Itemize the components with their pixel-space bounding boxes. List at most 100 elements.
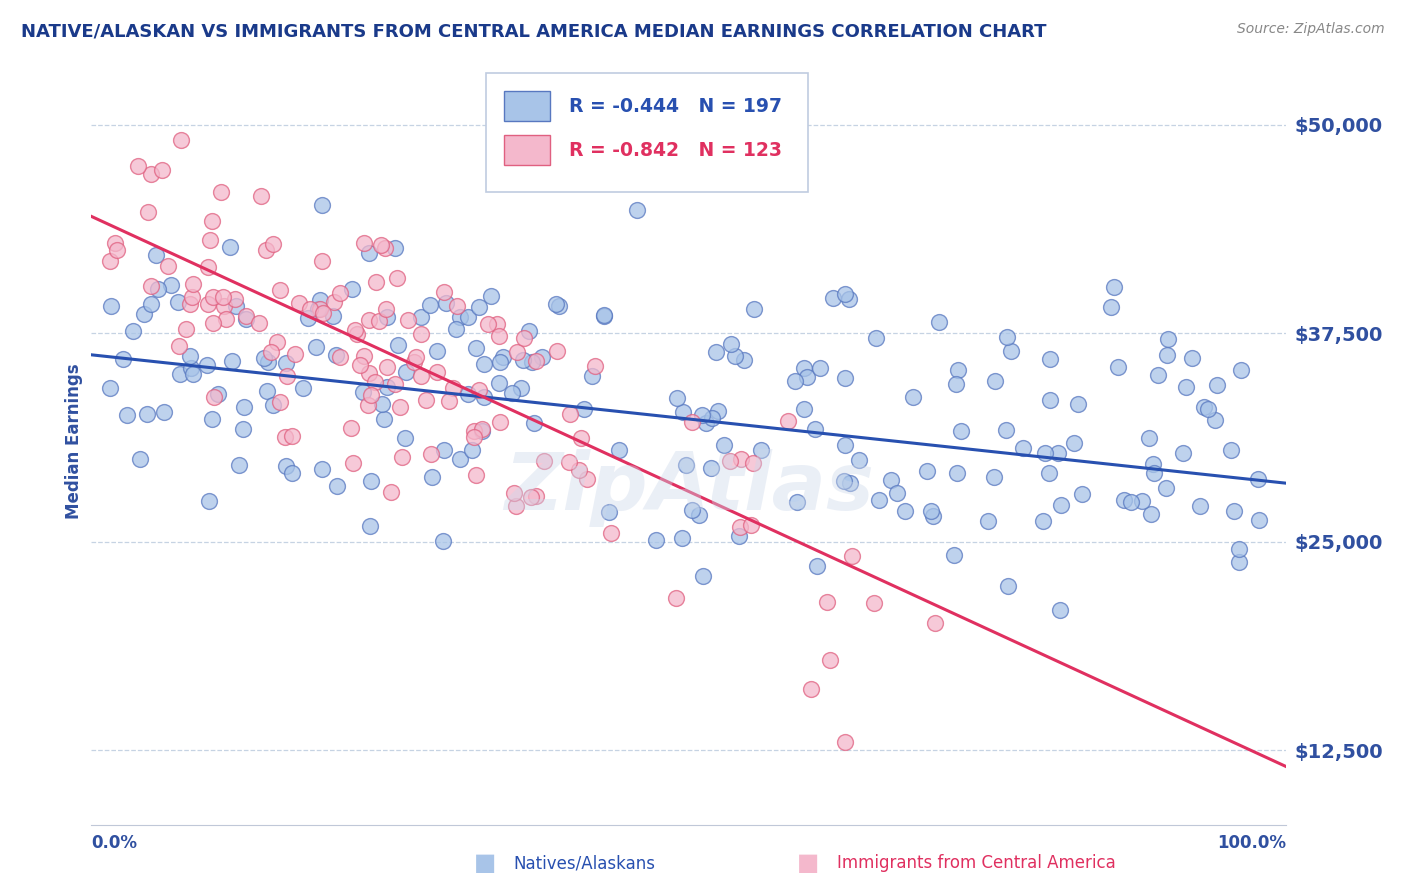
Text: ZipAtlas: ZipAtlas [503, 449, 875, 526]
Point [359, 518, 381, 533]
Point [733, 353, 755, 368]
Point [353, 235, 375, 250]
Point [360, 388, 382, 402]
Point [681, 503, 703, 517]
Point [800, 681, 823, 696]
Point [269, 395, 291, 409]
Point [253, 351, 276, 366]
Point [409, 369, 432, 384]
Point [395, 364, 418, 378]
Point [1204, 413, 1226, 427]
Point [419, 298, 441, 312]
Point [546, 297, 568, 311]
Point [415, 392, 437, 407]
Text: ■: ■ [797, 852, 820, 875]
Point [141, 278, 163, 293]
Point [879, 473, 901, 487]
Point [749, 443, 772, 458]
Point [776, 414, 799, 428]
Point [364, 375, 387, 389]
Point [1032, 514, 1054, 528]
Point [409, 326, 432, 341]
Text: 100.0%: 100.0% [1218, 834, 1286, 852]
Point [834, 735, 856, 749]
Point [426, 343, 449, 358]
Point [1157, 333, 1180, 347]
Point [157, 260, 180, 274]
Point [305, 340, 328, 354]
Point [209, 186, 232, 200]
Point [946, 466, 969, 480]
Point [806, 558, 828, 573]
Point [197, 297, 219, 311]
Point [202, 289, 225, 303]
Point [281, 466, 304, 480]
Text: Immigrants from Central America: Immigrants from Central America [837, 855, 1115, 872]
Point [374, 302, 396, 317]
Point [145, 248, 167, 262]
Text: ■: ■ [474, 852, 496, 875]
Point [179, 297, 201, 311]
Point [132, 307, 155, 321]
Point [343, 323, 366, 337]
Point [477, 317, 499, 331]
Point [1119, 495, 1142, 509]
Point [457, 310, 479, 324]
Point [468, 383, 491, 397]
Point [297, 311, 319, 326]
Point [581, 368, 603, 383]
Point [202, 390, 225, 404]
Point [152, 405, 174, 419]
Point [329, 285, 352, 300]
Point [713, 438, 735, 452]
Point [374, 241, 396, 255]
Point [167, 339, 190, 353]
Point [139, 297, 162, 311]
Point [901, 391, 924, 405]
Text: Source: ZipAtlas.com: Source: ZipAtlas.com [1237, 22, 1385, 37]
Point [269, 284, 291, 298]
Point [201, 316, 224, 330]
Point [505, 345, 527, 359]
Point [1038, 466, 1060, 480]
Point [160, 278, 183, 293]
Point [893, 504, 915, 518]
Point [136, 205, 159, 219]
Point [426, 365, 449, 379]
Point [311, 461, 333, 475]
FancyBboxPatch shape [503, 91, 550, 121]
Point [718, 454, 741, 468]
Point [1102, 280, 1125, 294]
Point [575, 472, 598, 486]
Text: 0.0%: 0.0% [91, 834, 138, 852]
Point [284, 347, 307, 361]
Point [342, 456, 364, 470]
Point [98, 381, 121, 395]
Point [832, 475, 855, 489]
Point [1227, 542, 1250, 557]
Point [742, 302, 765, 317]
Point [886, 486, 908, 500]
Point [995, 423, 1018, 437]
Point [707, 404, 730, 418]
Point [730, 451, 752, 466]
Point [1049, 603, 1071, 617]
Point [129, 451, 152, 466]
Point [441, 381, 464, 395]
Point [308, 293, 330, 307]
Point [122, 324, 145, 338]
Point [385, 271, 408, 285]
Point [841, 549, 863, 564]
Point [370, 397, 392, 411]
Point [949, 425, 972, 439]
Point [920, 504, 942, 518]
Point [180, 290, 202, 304]
Point [1249, 513, 1271, 527]
Point [463, 424, 485, 438]
Point [464, 341, 486, 355]
Point [197, 260, 219, 274]
Point [311, 254, 333, 268]
Point [924, 615, 946, 630]
Point [288, 295, 311, 310]
Point [104, 235, 127, 250]
